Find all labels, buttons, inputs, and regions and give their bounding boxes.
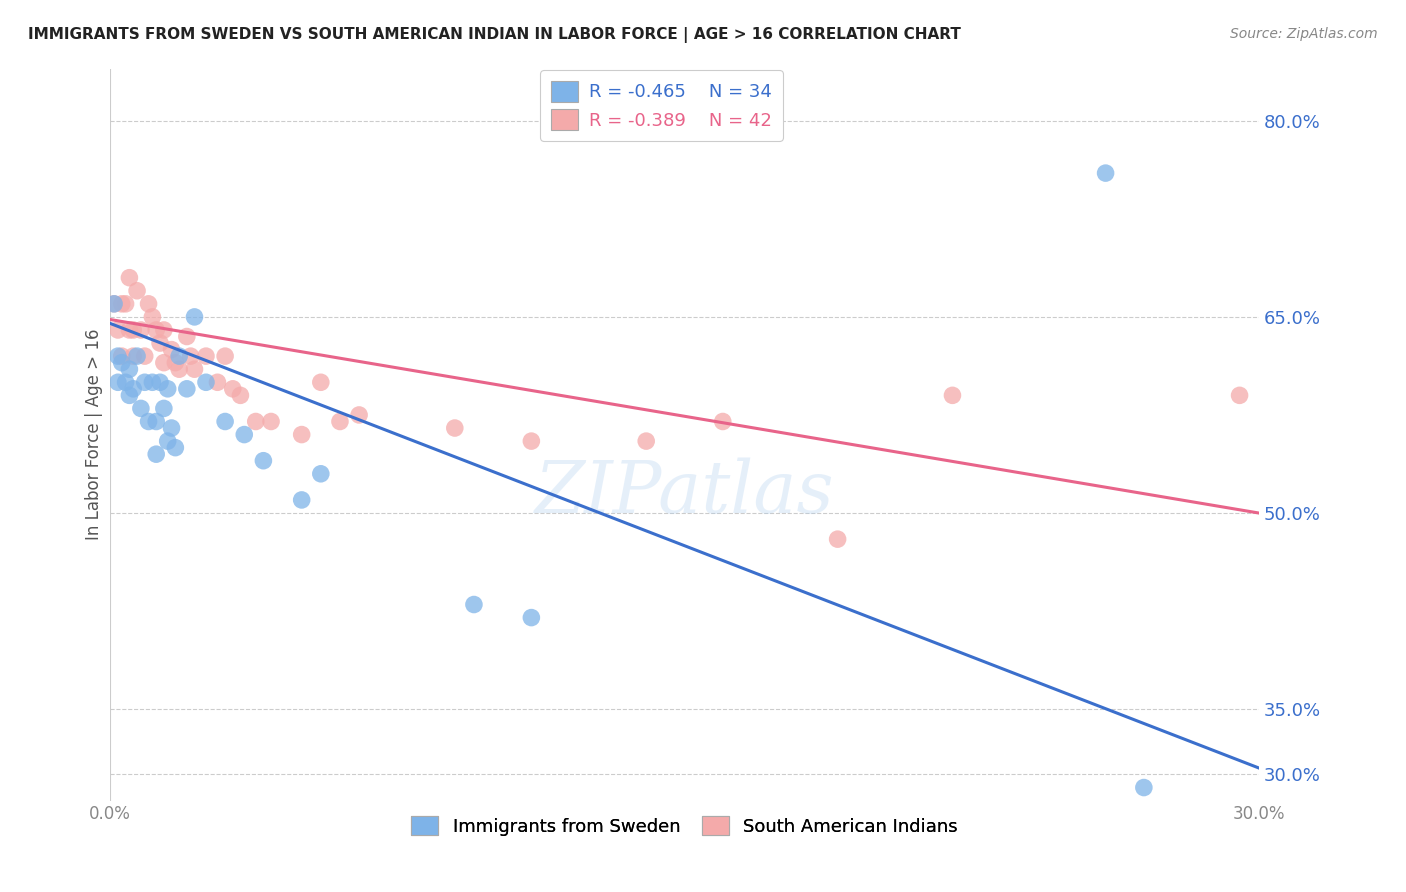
Point: [111, 349, 134, 363]
Point: [291, 492, 314, 507]
Point: [138, 415, 160, 429]
Point: [111, 356, 134, 370]
Point: [443, 421, 465, 435]
Point: [176, 382, 198, 396]
Point: [153, 401, 176, 416]
Point: [107, 376, 129, 390]
Point: [309, 376, 332, 390]
Point: [145, 323, 167, 337]
Point: [141, 310, 163, 324]
Point: [118, 323, 141, 337]
Point: [194, 376, 217, 390]
Point: [129, 323, 152, 337]
Point: [1094, 166, 1116, 180]
Point: [214, 415, 236, 429]
Point: [118, 270, 141, 285]
Text: Source: ZipAtlas.com: Source: ZipAtlas.com: [1230, 27, 1378, 41]
Point: [138, 297, 160, 311]
Point: [463, 598, 485, 612]
Point: [827, 532, 849, 546]
Point: [114, 297, 136, 311]
Point: [1229, 388, 1251, 402]
Point: [149, 376, 172, 390]
Point: [111, 297, 134, 311]
Point: [118, 388, 141, 402]
Point: [194, 349, 217, 363]
Point: [309, 467, 332, 481]
Point: [176, 329, 198, 343]
Point: [260, 415, 283, 429]
Point: [520, 434, 543, 449]
Point: [118, 362, 141, 376]
Point: [245, 415, 267, 429]
Point: [134, 376, 156, 390]
Point: [129, 401, 152, 416]
Point: [145, 415, 167, 429]
Point: [103, 297, 125, 311]
Point: [160, 421, 183, 435]
Point: [153, 356, 176, 370]
Point: [153, 323, 176, 337]
Point: [183, 310, 205, 324]
Point: [125, 284, 148, 298]
Point: [1133, 780, 1156, 795]
Point: [520, 610, 543, 624]
Point: [167, 349, 190, 363]
Legend: Immigrants from Sweden, South American Indians: Immigrants from Sweden, South American I…: [404, 808, 965, 843]
Point: [156, 382, 179, 396]
Point: [229, 388, 252, 402]
Point: [149, 336, 172, 351]
Point: [941, 388, 963, 402]
Point: [233, 427, 256, 442]
Text: ZIPatlas: ZIPatlas: [534, 458, 834, 528]
Point: [122, 323, 145, 337]
Point: [156, 434, 179, 449]
Point: [207, 376, 229, 390]
Point: [107, 323, 129, 337]
Point: [122, 349, 145, 363]
Point: [134, 349, 156, 363]
Point: [145, 447, 167, 461]
Point: [165, 356, 187, 370]
Point: [291, 427, 314, 442]
Point: [141, 376, 163, 390]
Point: [636, 434, 658, 449]
Point: [160, 343, 183, 357]
Point: [167, 362, 190, 376]
Point: [214, 349, 236, 363]
Y-axis label: In Labor Force | Age > 16: In Labor Force | Age > 16: [86, 329, 103, 541]
Point: [180, 349, 202, 363]
Point: [347, 408, 370, 422]
Point: [252, 453, 274, 467]
Point: [165, 441, 187, 455]
Text: IMMIGRANTS FROM SWEDEN VS SOUTH AMERICAN INDIAN IN LABOR FORCE | AGE > 16 CORREL: IMMIGRANTS FROM SWEDEN VS SOUTH AMERICAN…: [28, 27, 960, 43]
Point: [122, 382, 145, 396]
Point: [329, 415, 352, 429]
Point: [114, 376, 136, 390]
Point: [183, 362, 205, 376]
Point: [125, 349, 148, 363]
Point: [107, 349, 129, 363]
Point: [222, 382, 245, 396]
Point: [103, 297, 125, 311]
Point: [711, 415, 734, 429]
